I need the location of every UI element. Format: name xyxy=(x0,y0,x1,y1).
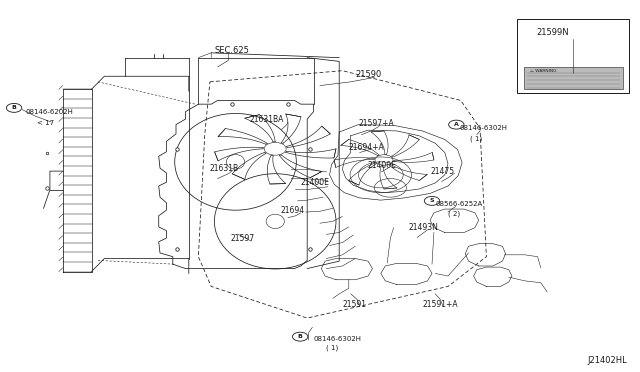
Text: 21475: 21475 xyxy=(430,167,454,176)
Text: J21402HL: J21402HL xyxy=(588,356,627,365)
Text: 21400E: 21400E xyxy=(367,161,396,170)
Text: ( 1): ( 1) xyxy=(470,135,483,142)
Text: 08146-6202H: 08146-6202H xyxy=(26,109,74,115)
Bar xyxy=(517,19,629,93)
Text: 21694+A: 21694+A xyxy=(349,143,385,152)
Text: < 17: < 17 xyxy=(37,120,54,126)
Text: 21597: 21597 xyxy=(230,234,255,243)
Text: ( 1): ( 1) xyxy=(326,344,339,351)
Text: 21631BA: 21631BA xyxy=(250,115,284,124)
Text: 21597+A: 21597+A xyxy=(358,119,394,128)
Text: 21400E: 21400E xyxy=(301,178,330,187)
Text: ( 2): ( 2) xyxy=(448,210,460,217)
Text: 21591: 21591 xyxy=(342,300,367,309)
Text: 21599N: 21599N xyxy=(536,28,568,37)
Text: SEC.625: SEC.625 xyxy=(214,46,249,55)
Text: 08146-6302H: 08146-6302H xyxy=(314,336,362,341)
Text: 08566-6252A: 08566-6252A xyxy=(435,201,483,207)
Bar xyxy=(524,67,623,89)
Text: A: A xyxy=(454,122,459,127)
Text: B: B xyxy=(298,334,303,339)
Text: 08146-6302H: 08146-6302H xyxy=(460,125,508,131)
Text: B: B xyxy=(12,105,17,110)
Text: 21694: 21694 xyxy=(280,206,305,215)
Text: 21591+A: 21591+A xyxy=(422,300,458,309)
Text: ⚠ WARNING: ⚠ WARNING xyxy=(530,70,556,73)
Text: 21631B: 21631B xyxy=(210,164,239,173)
Text: 21590: 21590 xyxy=(355,70,381,79)
Text: S: S xyxy=(429,198,435,203)
Text: 21493N: 21493N xyxy=(408,223,438,232)
